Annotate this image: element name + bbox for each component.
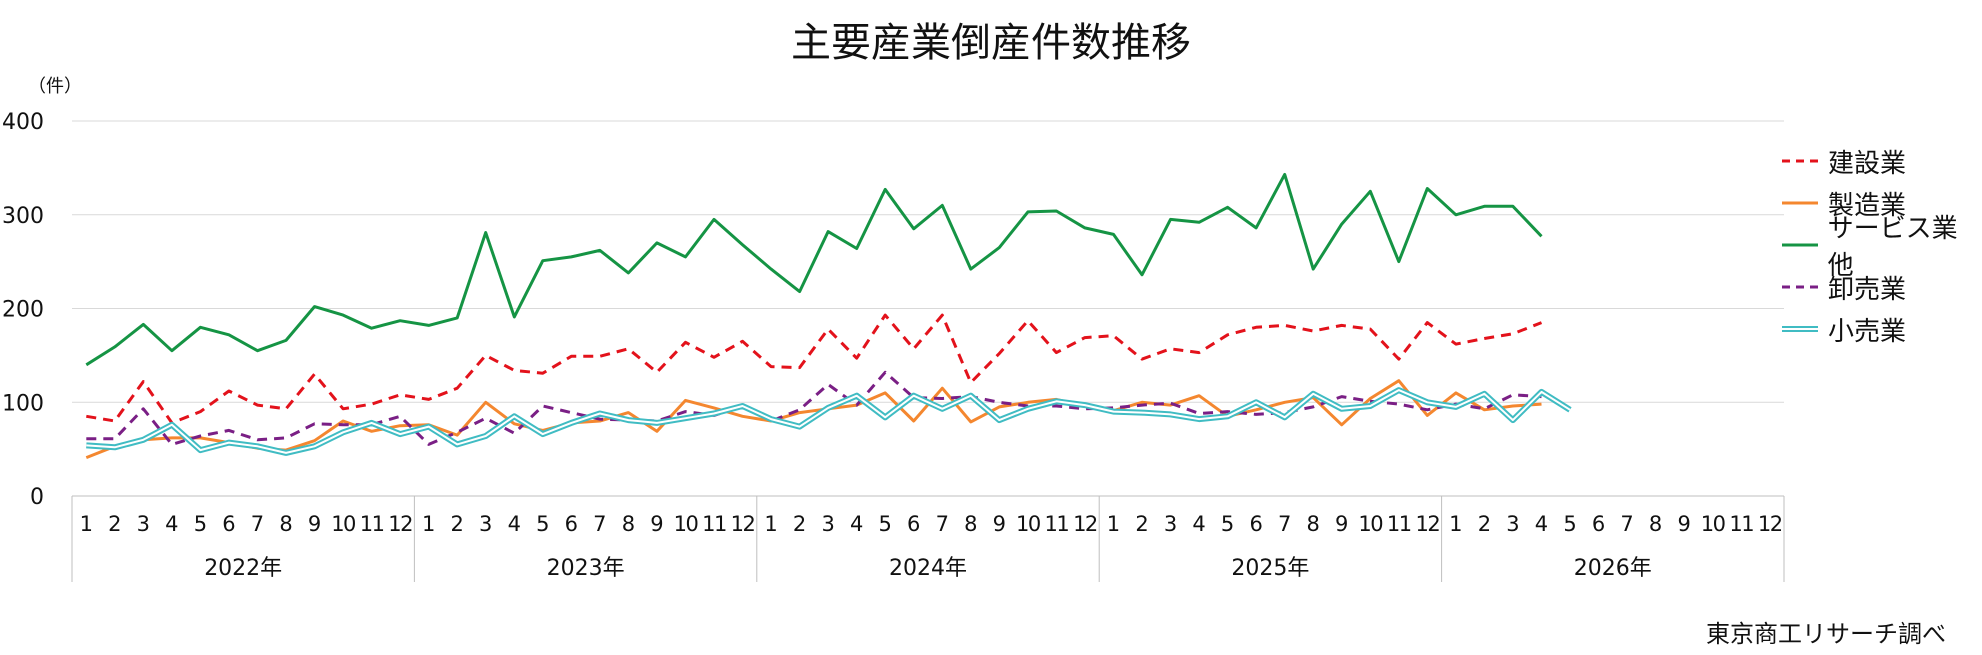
- x-tick-label: 10: [331, 512, 355, 536]
- x-tick-label: 6: [907, 512, 920, 536]
- x-tick-label: 6: [222, 512, 235, 536]
- legend-swatch: [1782, 285, 1818, 289]
- series-line-5-inner: [86, 389, 1571, 454]
- x-tick-label: 6: [1249, 512, 1262, 536]
- series-line-4: [86, 370, 1542, 446]
- legend-item: 建設業: [1780, 140, 1982, 182]
- x-tick-label: 8: [622, 512, 635, 536]
- x-tick-label: 12: [388, 512, 412, 536]
- legend-label: 小売業: [1828, 316, 1907, 347]
- x-tick-label: 2: [793, 512, 806, 536]
- x-tick-label: 3: [479, 512, 492, 536]
- x-tick-label: 4: [165, 512, 178, 536]
- legend-swatch: [1782, 159, 1818, 163]
- x-tick-label: 10: [1701, 512, 1725, 536]
- x-tick-label: 8: [964, 512, 977, 536]
- x-tick-label: 6: [1592, 512, 1605, 536]
- x-tick-label: 8: [1649, 512, 1662, 536]
- x-tick-label: 9: [308, 512, 321, 536]
- x-tick-label: 1: [1449, 512, 1462, 536]
- y-tick-label: 300: [2, 204, 44, 229]
- x-tick-label: 10: [1016, 512, 1040, 536]
- legend-label: 建設業: [1828, 148, 1907, 179]
- x-tick-label: 4: [850, 512, 863, 536]
- x-tick-label: 7: [593, 512, 606, 536]
- x-tick-label: 10: [674, 512, 698, 536]
- x-year-label: 2024年: [889, 556, 967, 581]
- y-axis-unit-label: （件）: [28, 76, 82, 97]
- chart-title: 主要産業倒産件数推移: [791, 20, 1191, 66]
- x-year-label: 2022年: [204, 556, 282, 581]
- x-tick-label: 11: [702, 512, 726, 536]
- x-tick-label: 5: [1563, 512, 1576, 536]
- series-line-2: [85, 379, 1542, 459]
- legend-item: 製造業: [1780, 182, 1982, 224]
- y-tick-label: 400: [2, 110, 44, 135]
- x-tick-label: 4: [508, 512, 521, 536]
- x-tick-label: 2: [1478, 512, 1491, 536]
- x-tick-label: 9: [1335, 512, 1348, 536]
- x-tick-label: 12: [1415, 512, 1439, 536]
- x-tick-label: 7: [936, 512, 949, 536]
- x-tick-label: 4: [1535, 512, 1548, 536]
- x-tick-label: 1: [1107, 512, 1120, 536]
- legend-item: 卸売業: [1780, 266, 1982, 308]
- x-tick-label: 2: [108, 512, 121, 536]
- x-tick-label: 3: [1164, 512, 1177, 536]
- chart-legend: 建設業製造業 サービス業他 卸売業小売業: [1780, 140, 1982, 350]
- legend-swatch: [1782, 243, 1818, 247]
- x-tick-label: 2: [451, 512, 464, 536]
- x-tick-label: 5: [1221, 512, 1234, 536]
- legend-item: サービス業他: [1780, 214, 1982, 281]
- x-tick-label: 8: [1307, 512, 1320, 536]
- legend-swatch: [1782, 326, 1818, 332]
- x-tick-label: 11: [1729, 512, 1753, 536]
- x-tick-label: 7: [1620, 512, 1633, 536]
- x-tick-label: 9: [650, 512, 663, 536]
- x-tick-label: 7: [1278, 512, 1291, 536]
- x-tick-label: 12: [731, 512, 755, 536]
- y-tick-label: 200: [2, 298, 44, 323]
- x-tick-label: 12: [1073, 512, 1097, 536]
- x-tick-label: 5: [879, 512, 892, 536]
- x-tick-label: 2: [1135, 512, 1148, 536]
- series-line-3: [85, 172, 1543, 367]
- legend-swatch: [1782, 201, 1818, 205]
- x-tick-label: 7: [251, 512, 264, 536]
- x-tick-label: 4: [1192, 512, 1205, 536]
- x-year-label: 2026年: [1574, 556, 1652, 581]
- x-tick-label: 11: [1045, 512, 1069, 536]
- x-tick-label: 5: [194, 512, 207, 536]
- x-tick-label: 3: [137, 512, 150, 536]
- x-tick-label: 1: [764, 512, 777, 536]
- series-line-1: [86, 313, 1543, 425]
- x-tick-label: 11: [1387, 512, 1411, 536]
- x-tick-label: 9: [993, 512, 1006, 536]
- x-tick-label: 1: [80, 512, 93, 536]
- x-tick-label: 6: [565, 512, 578, 536]
- x-tick-label: 8: [279, 512, 292, 536]
- legend-label: サービス業他: [1827, 214, 1958, 281]
- legend-label: 卸売業: [1828, 274, 1907, 305]
- y-tick-label: 100: [2, 391, 44, 416]
- x-tick-label: 11: [360, 512, 384, 536]
- legend-label: 製造業: [1828, 190, 1907, 221]
- x-tick-label: 1: [422, 512, 435, 536]
- x-year-label: 2025年: [1231, 556, 1309, 581]
- x-tick-label: 3: [1506, 512, 1519, 536]
- x-year-label: 2023年: [547, 556, 625, 581]
- source-note: 東京商工リサーチ調べ: [1706, 620, 1946, 648]
- x-tick-label: 12: [1758, 512, 1782, 536]
- x-tick-label: 3: [821, 512, 834, 536]
- x-tick-label: 10: [1358, 512, 1382, 536]
- y-tick-label: 0: [30, 485, 44, 510]
- x-tick-label: 5: [536, 512, 549, 536]
- legend-item: 小売業: [1780, 308, 1982, 350]
- x-tick-label: 9: [1677, 512, 1690, 536]
